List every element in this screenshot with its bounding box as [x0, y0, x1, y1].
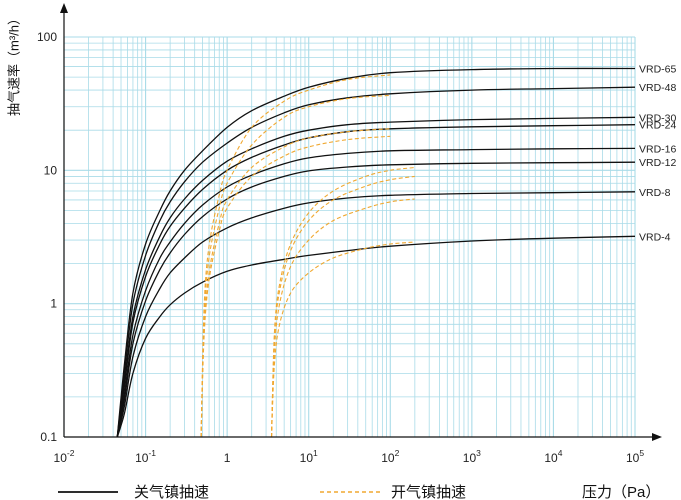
series-label-vrd-4: VRD-4 — [639, 231, 671, 243]
legend-label-open: 开气镇抽速 — [391, 484, 466, 500]
legend: 关气镇抽速 开气镇抽速 压力（Pa） — [58, 484, 660, 500]
y-axis-label: 抽气速率（m³/h） — [6, 12, 21, 116]
x-tick-label: 102 — [381, 448, 399, 465]
legend-label-closed: 关气镇抽速 — [134, 484, 209, 500]
x-tick-label: 105 — [626, 448, 644, 465]
y-tick-label: 1 — [50, 297, 57, 311]
y-tick-label: 0.1 — [40, 430, 57, 444]
series-layer — [116, 67, 636, 438]
y-axis-arrow — [60, 3, 68, 13]
series-line-vrd-4 — [116, 235, 636, 438]
ballast-open-line — [270, 198, 415, 438]
series-label-vrd-65: VRD-65 — [639, 64, 677, 76]
series-label-vrd-8: VRD-8 — [639, 187, 671, 199]
x-axis-arrow — [652, 433, 662, 441]
ballast-open-line — [270, 241, 415, 438]
series-line-vrd-16 — [116, 147, 636, 438]
ballast-open-line — [270, 175, 415, 438]
series-line-vrd-8 — [116, 191, 636, 438]
x-tick-label: 1 — [224, 451, 231, 465]
ballast-open-line — [200, 135, 391, 438]
x-tick-label: 10-2 — [54, 448, 75, 465]
series-line-vrd-12 — [116, 161, 636, 438]
y-tick-label: 100 — [37, 30, 57, 44]
x-axis-label: 压力（Pa） — [582, 484, 660, 500]
series-label-vrd-30: VRD-30 — [639, 112, 677, 124]
series-label-vrd-12: VRD-12 — [639, 157, 677, 169]
ballast-open-line — [200, 74, 391, 438]
axes — [60, 3, 662, 441]
series-line-vrd-65 — [116, 67, 636, 438]
ballast-open-line — [200, 94, 391, 438]
x-tick-label: 104 — [544, 448, 562, 465]
series-line-vrd-48 — [116, 86, 636, 438]
x-tick-label: 101 — [300, 448, 318, 465]
series-line-vrd-24 — [116, 124, 636, 438]
series-label-vrd-48: VRD-48 — [639, 82, 677, 94]
ballast-open-line — [270, 166, 415, 438]
series-label-vrd-16: VRD-16 — [639, 143, 677, 155]
minor-grid — [64, 37, 635, 437]
x-tick-label: 103 — [463, 448, 481, 465]
series-line-vrd-30 — [116, 116, 636, 438]
tick-labels: 10-2 10-1 1 101 102 103 104 105 0.1 1 10 100 — [37, 30, 644, 465]
x-tick-label: 10-1 — [135, 448, 156, 465]
series-label-vrd-24: VRD-24 — [639, 120, 677, 132]
y-tick-label: 10 — [44, 163, 58, 177]
